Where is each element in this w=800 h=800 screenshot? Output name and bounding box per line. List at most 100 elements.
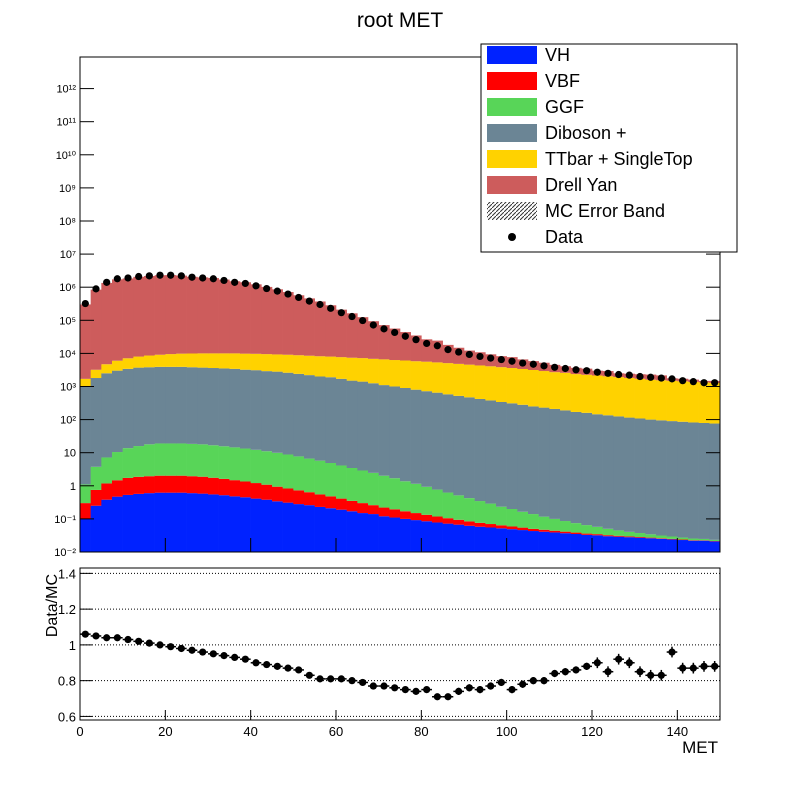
histogram-bar <box>442 394 454 493</box>
data-point <box>412 336 420 344</box>
data-point <box>444 693 452 701</box>
histogram-bar <box>101 457 113 484</box>
data-point <box>220 276 228 285</box>
histogram-bar <box>677 537 689 540</box>
histogram-bar <box>304 458 315 493</box>
histogram-bar <box>197 476 209 494</box>
histogram-bar <box>240 353 251 370</box>
data-point <box>700 379 708 387</box>
histogram-bar <box>570 532 582 534</box>
data-point <box>135 637 143 645</box>
histogram-bar <box>581 525 593 534</box>
histogram-bar <box>154 475 166 493</box>
data-point <box>284 664 292 672</box>
histogram-bar <box>112 370 123 453</box>
histogram-bar <box>176 492 187 552</box>
histogram-bar <box>656 380 667 421</box>
histogram-bar <box>421 521 433 552</box>
histogram-bar <box>389 328 401 361</box>
y-tick-label: 1.4 <box>58 566 76 581</box>
data-point <box>476 686 484 694</box>
histogram-bar <box>389 360 401 387</box>
histogram-bar <box>368 383 379 473</box>
histogram-bar <box>336 498 347 510</box>
y-tick-label: 10⁻¹ <box>54 514 76 526</box>
legend-swatch <box>487 150 537 168</box>
histogram-bar <box>432 392 443 490</box>
histogram-bar <box>325 305 337 357</box>
data-point <box>359 316 367 325</box>
histogram-bar <box>357 503 369 514</box>
histogram-bar <box>368 358 379 384</box>
histogram-bar <box>208 368 219 446</box>
histogram-bar <box>688 538 699 541</box>
histogram-bar <box>144 444 155 477</box>
histogram-bar <box>592 526 603 535</box>
histogram-bar <box>421 361 433 392</box>
histogram-bar <box>474 501 486 523</box>
histogram-bar <box>485 366 497 401</box>
legend-swatch <box>487 202 537 220</box>
histogram-bar <box>90 505 102 552</box>
data-point <box>689 378 697 386</box>
histogram-bar <box>176 275 187 354</box>
histogram-bar <box>517 404 529 512</box>
data-point <box>689 664 697 672</box>
histogram-bar <box>464 525 475 552</box>
histogram-bar <box>634 536 646 538</box>
histogram-bar <box>229 496 241 552</box>
histogram-bar <box>432 516 443 523</box>
data-point <box>209 275 217 283</box>
histogram-bar <box>261 286 273 355</box>
histogram-bar <box>165 366 177 444</box>
data-point <box>209 650 217 658</box>
x-tick-label: 80 <box>414 724 428 739</box>
data-point <box>337 675 345 683</box>
histogram-bar <box>677 421 689 538</box>
data-point <box>508 357 516 365</box>
legend-label: Diboson + <box>545 123 627 143</box>
data-point <box>401 332 409 340</box>
histogram-bar <box>410 520 422 552</box>
histogram-bar <box>80 518 91 552</box>
histogram-bar <box>634 378 646 419</box>
histogram-bar <box>325 496 337 509</box>
data-point <box>241 279 249 288</box>
histogram-bar <box>197 367 209 445</box>
x-tick-label: 60 <box>329 724 343 739</box>
histogram-bar <box>378 507 390 517</box>
histogram-bar <box>122 448 134 478</box>
data-point <box>433 693 441 701</box>
histogram-bar <box>325 377 337 464</box>
y-tick-label: 0.8 <box>58 674 76 689</box>
histogram-bar <box>346 467 358 501</box>
data-point <box>700 662 708 670</box>
data-point <box>529 360 537 368</box>
histogram-bar <box>144 275 155 356</box>
histogram-bar <box>485 503 497 525</box>
histogram-bar <box>133 276 145 357</box>
histogram-bar <box>229 281 241 354</box>
histogram-bar <box>336 378 347 466</box>
y-tick-label: 10⁵ <box>59 315 76 327</box>
data-point <box>583 367 591 375</box>
histogram-bar <box>101 483 113 500</box>
histogram-bar <box>506 526 518 530</box>
histogram-bar <box>282 372 294 455</box>
histogram-bar <box>506 368 518 404</box>
histogram-bar <box>314 460 326 495</box>
histogram-bar <box>549 532 561 552</box>
data-point <box>529 677 537 685</box>
histogram-bar <box>336 309 347 358</box>
histogram-bar <box>218 495 230 552</box>
data-point <box>295 666 303 674</box>
x-tick-label: 20 <box>158 724 172 739</box>
histogram-bar <box>698 422 710 539</box>
histogram-bar <box>250 353 262 371</box>
histogram-bar <box>186 476 198 494</box>
data-point <box>455 687 463 695</box>
histogram-bar <box>602 415 614 529</box>
histogram-bar <box>368 472 379 506</box>
histogram-bar <box>624 531 635 537</box>
histogram-bar <box>325 463 337 497</box>
